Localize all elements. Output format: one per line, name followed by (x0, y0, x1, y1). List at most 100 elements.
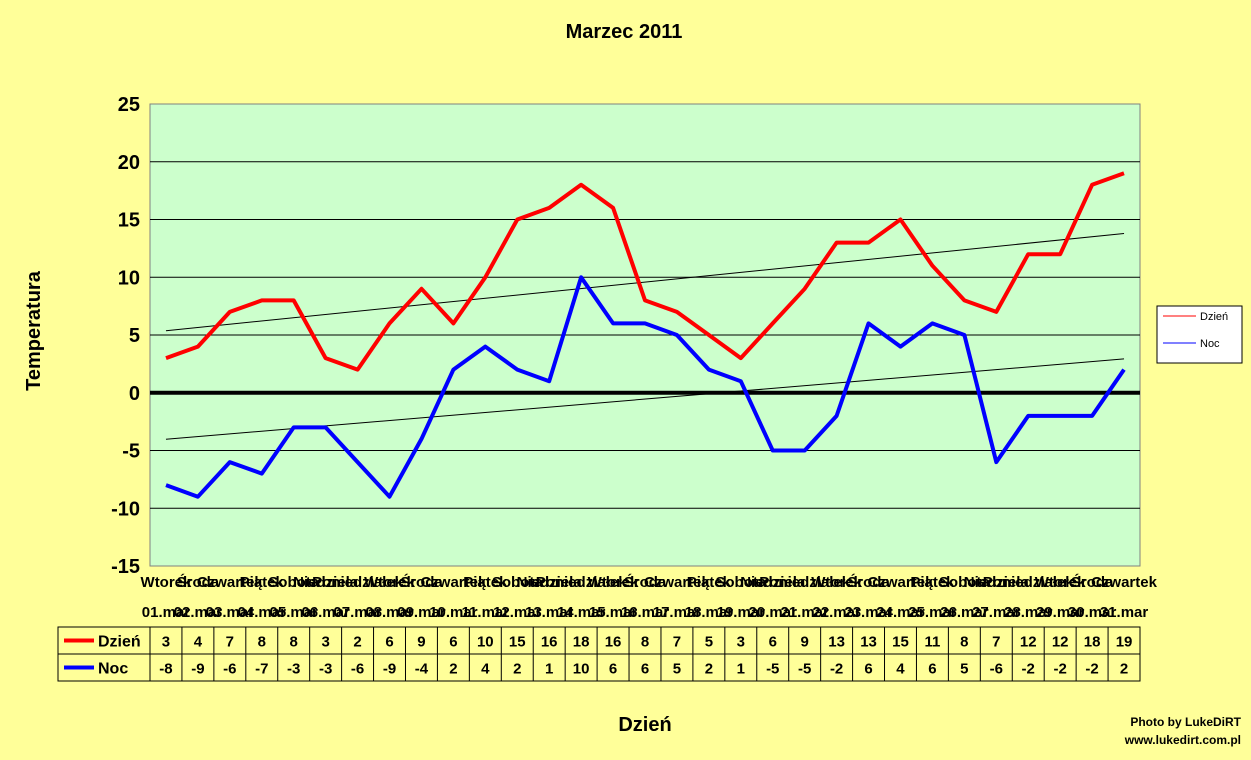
y-tick-label: 20 (118, 152, 140, 174)
table-cell: 3 (737, 634, 745, 651)
x-tick-day: Wtorek (141, 574, 192, 591)
x-tick-day: Czwartek (197, 574, 264, 591)
table-cell: 19 (1116, 634, 1133, 651)
table-cell: 11 (924, 634, 940, 651)
legend-label: Noc (1200, 338, 1220, 350)
table-cell: 4 (194, 634, 203, 651)
x-tick-date: 04.mar (238, 604, 287, 621)
table-cell: -3 (319, 661, 332, 678)
table-cell: -9 (383, 661, 396, 678)
x-tick-day: Poniedziałek (536, 574, 628, 591)
y-tick-label: -10 (111, 498, 140, 520)
table-cell: -6 (223, 661, 236, 678)
table-cell: 6 (385, 634, 393, 651)
x-tick-day: Piątek (463, 574, 508, 591)
table-cell: 5 (960, 661, 968, 678)
x-tick-date: 16.mar (621, 604, 670, 621)
table-cell: 8 (641, 634, 649, 651)
x-tick-day: Niedziela (517, 574, 583, 591)
table-cell: -7 (255, 661, 268, 678)
x-tick-date: 20.mar (749, 604, 798, 621)
x-tick-date: 31.mar (1100, 604, 1149, 621)
x-tick-date: 02.mar (174, 604, 223, 621)
y-tick-label: -5 (122, 441, 140, 463)
table-cell: 18 (573, 634, 590, 651)
table-cell: 2 (1120, 661, 1128, 678)
credit-line-2: www.lukedirt.com.pl (1124, 733, 1241, 747)
table-cell: 3 (321, 634, 329, 651)
table-cell: 2 (353, 634, 361, 651)
x-tick-day: Poniedziałek (759, 574, 851, 591)
table-cell: 12 (1020, 634, 1037, 651)
table-cell: 6 (769, 634, 777, 651)
table-cell: 2 (449, 661, 457, 678)
x-tick-day: Czwartek (644, 574, 711, 591)
x-tick-day: Poniedziałek (312, 574, 404, 591)
x-tick-date: 27.mar (972, 604, 1021, 621)
y-axis-ticks: 25 20 15 10 5 0 -5 -10 -15 (111, 94, 140, 578)
x-tick-day: Wtorek (588, 574, 639, 591)
x-tick-date: 11.mar (462, 604, 510, 621)
x-tick-day: Środa (847, 573, 890, 591)
y-tick-label: 25 (118, 94, 140, 116)
x-tick-day: Czwartek (420, 574, 487, 591)
x-axis-labels: WtorekŚrodaCzwartekPiątekSobotaNiedziela… (141, 573, 1158, 621)
table-cell: 7 (226, 634, 234, 651)
table-cell: -8 (159, 661, 172, 678)
x-tick-date: 18.mar (685, 604, 734, 621)
table-cell: 2 (705, 661, 713, 678)
x-tick-date: 28.mar (1004, 604, 1053, 621)
x-tick-date: 25.mar (908, 604, 957, 621)
x-tick-date: 12.mar (493, 604, 542, 621)
chart-title: Marzec 2011 (566, 21, 683, 43)
x-tick-date: 14.mar (557, 604, 606, 621)
table-cell: -2 (1022, 661, 1035, 678)
table-cell: -4 (415, 661, 429, 678)
table-cell: 6 (449, 634, 457, 651)
table-cell: 15 (509, 634, 526, 651)
x-tick-date: 09.mar (397, 604, 446, 621)
y-tick-label: 5 (129, 325, 140, 347)
x-axis-label: Dzień (618, 714, 671, 736)
table-cell: 7 (673, 634, 681, 651)
y-tick-label: -15 (111, 556, 140, 578)
x-tick-date: 03.mar (206, 604, 255, 621)
table-cell: 4 (481, 661, 490, 678)
x-tick-day: Czwartek (1091, 574, 1158, 591)
x-tick-day: Sobota (939, 574, 990, 591)
table-cell: 8 (290, 634, 298, 651)
table-cell: 7 (992, 634, 1000, 651)
table-cell: 5 (705, 634, 713, 651)
table-cell: -5 (766, 661, 779, 678)
x-tick-day: Sobota (268, 574, 319, 591)
x-tick-date: 21.mar (780, 604, 829, 621)
y-tick-label: 0 (129, 383, 140, 405)
x-tick-day: Czwartek (868, 574, 935, 591)
table-cell: -9 (191, 661, 204, 678)
table-cell: 5 (673, 661, 681, 678)
y-tick-label: 10 (118, 267, 140, 289)
table-cell: -2 (1053, 661, 1066, 678)
table-cell: 1 (737, 661, 745, 678)
table-cell: 6 (928, 661, 936, 678)
table-cell: 18 (1084, 634, 1101, 651)
x-tick-day: Niedziela (740, 574, 806, 591)
x-tick-date: 24.mar (876, 604, 925, 621)
table-cell: 1 (545, 661, 553, 678)
data-table: Dzień 3 4 7 8 8 3 2 6 9 6 10 15 16 18 16 8 7 5 3 6 9 13 13 15 11 8… (57, 626, 1141, 682)
table-cell: 3 (162, 634, 170, 651)
credit-line-1: Photo by LukeDiRT (1130, 715, 1241, 729)
table-cell: 6 (641, 661, 649, 678)
x-tick-day: Wtorek (811, 574, 862, 591)
x-tick-day: Sobota (715, 574, 766, 591)
table-cell: -2 (1085, 661, 1098, 678)
table-cell: 15 (892, 634, 909, 651)
table-cell: 16 (605, 634, 622, 651)
table-cell: 16 (541, 634, 558, 651)
table-row-label: Noc (98, 661, 128, 678)
x-tick-date: 01.mar (142, 604, 191, 621)
legend: Dzień Noc (1156, 305, 1243, 364)
x-tick-date: 15.mar (589, 604, 638, 621)
gridlines (150, 161, 1140, 509)
